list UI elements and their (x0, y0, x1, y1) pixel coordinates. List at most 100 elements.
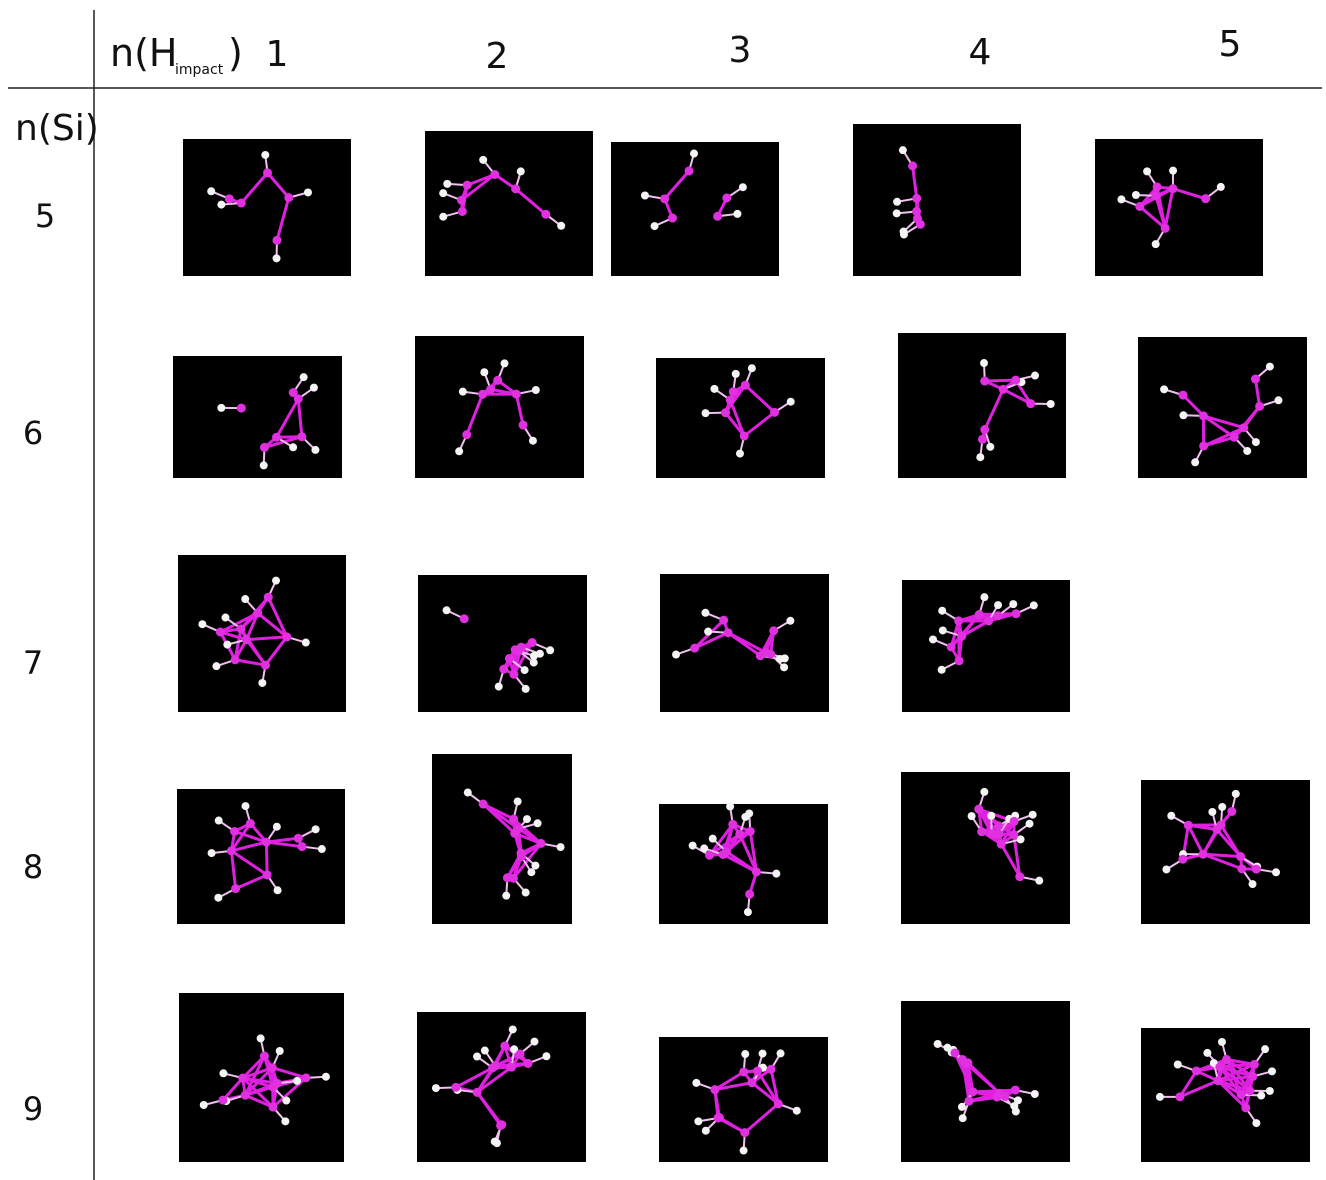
silicon-atom (751, 867, 761, 877)
structure-image (178, 555, 346, 712)
hydrogen-atom (726, 802, 735, 811)
silicon-atom (977, 434, 987, 444)
hydrogen-atom (986, 442, 995, 451)
hydrogen-atom (1160, 385, 1169, 394)
silicon-atom (236, 624, 246, 634)
hydrogen-atom (1030, 1090, 1039, 1099)
hydrogen-atom (937, 665, 946, 674)
silicon-atom (964, 1096, 974, 1106)
hydrogen-atom (1028, 810, 1037, 819)
hydrogen-atom (521, 684, 530, 693)
hydrogen-atom (898, 146, 907, 155)
silicon-atom (226, 846, 236, 856)
silicon-atom (1015, 872, 1025, 882)
hydrogen-atom (241, 802, 250, 811)
silicon-atom (740, 1128, 750, 1138)
silicon-atom (994, 829, 1004, 839)
hydrogen-atom (747, 364, 756, 373)
silicon-atom (980, 376, 990, 386)
bond (233, 628, 243, 661)
hydrogen-atom (272, 822, 281, 831)
silicon-atom (301, 1073, 311, 1083)
hydrogen-atom (690, 149, 699, 158)
silicon-atom (740, 380, 750, 390)
silicon-atom (260, 660, 270, 670)
silicon-atom (1009, 830, 1019, 840)
silicon-atom (259, 442, 269, 452)
silicon-atom (1178, 854, 1188, 864)
silicon-atom (268, 1082, 278, 1092)
hydrogen-atom (701, 409, 710, 418)
row-labels: 5 6 7 8 9 (23, 197, 55, 1128)
hydrogen-atom (258, 678, 267, 687)
hydrogen-atom (899, 230, 908, 239)
silicon-atom (245, 819, 255, 829)
bond (743, 1102, 780, 1134)
bond (1203, 426, 1245, 448)
hydrogen-atom (281, 1117, 290, 1126)
hydrogen-atom (733, 209, 742, 218)
hydrogen-atom (929, 635, 938, 644)
bond (243, 1055, 266, 1096)
hydrogen-atom (1155, 1092, 1164, 1101)
silicon-atom (1199, 441, 1209, 451)
silicon-atom (224, 194, 234, 204)
structure-image (1141, 1028, 1310, 1162)
silicon-atom (462, 180, 472, 190)
structure-image (1095, 139, 1263, 276)
bond (245, 638, 267, 667)
silicon-atom (230, 826, 240, 836)
hydrogen-atom (786, 616, 795, 625)
silicon-atom (267, 1063, 277, 1073)
structure-image (415, 336, 584, 478)
image-background (432, 754, 572, 924)
hydrogen-atom (1265, 362, 1274, 371)
hydrogen-atom (1031, 371, 1040, 380)
hydrogen-atom (792, 1106, 801, 1115)
bond (1216, 1079, 1247, 1109)
image-background (1138, 337, 1307, 478)
hydrogen-atom (533, 819, 542, 828)
silicon-atom (457, 195, 467, 205)
silicon-atom (262, 870, 272, 880)
bond (1202, 852, 1243, 871)
hydrogen-atom (212, 662, 221, 671)
silicon-atom (263, 168, 273, 178)
bond (1186, 824, 1205, 855)
silicon-atom (490, 169, 500, 179)
image-background (178, 555, 346, 712)
silicon-atom (705, 850, 715, 860)
silicon-atom (1178, 390, 1188, 400)
hydrogen-atom (219, 1069, 228, 1078)
silicon-atom (713, 211, 723, 221)
silicon-atom (1255, 401, 1265, 411)
silicon-atom (745, 889, 755, 899)
hydrogen-atom (1029, 601, 1038, 610)
silicon-atom (261, 837, 271, 847)
silicon-atom (984, 616, 994, 626)
silicon-atom (1198, 849, 1208, 859)
bond (1244, 1064, 1256, 1109)
silicon-atom (515, 1049, 525, 1059)
hydrogen-atom (938, 606, 947, 615)
column-label: 2 (486, 36, 509, 77)
structure-image (417, 1012, 586, 1162)
hydrogen-atom (556, 843, 565, 852)
silicon-atom (753, 1066, 763, 1076)
hydrogen-atom (1016, 835, 1025, 844)
hydrogen-atom (311, 445, 320, 454)
structure-image (177, 789, 345, 924)
hydrogen-atom (311, 825, 320, 834)
hydrogen-atom (1117, 195, 1126, 204)
silicon-atom (1222, 1054, 1232, 1064)
silicon-atom (541, 209, 551, 219)
hydrogen-atom (1013, 1096, 1022, 1105)
silicon-atom (457, 206, 467, 216)
silicon-atom (968, 1087, 978, 1097)
bond (271, 1066, 307, 1080)
silicon-atom (272, 432, 282, 442)
silicon-atom (745, 826, 755, 836)
silicon-atom (998, 384, 1008, 394)
bond (738, 833, 758, 873)
